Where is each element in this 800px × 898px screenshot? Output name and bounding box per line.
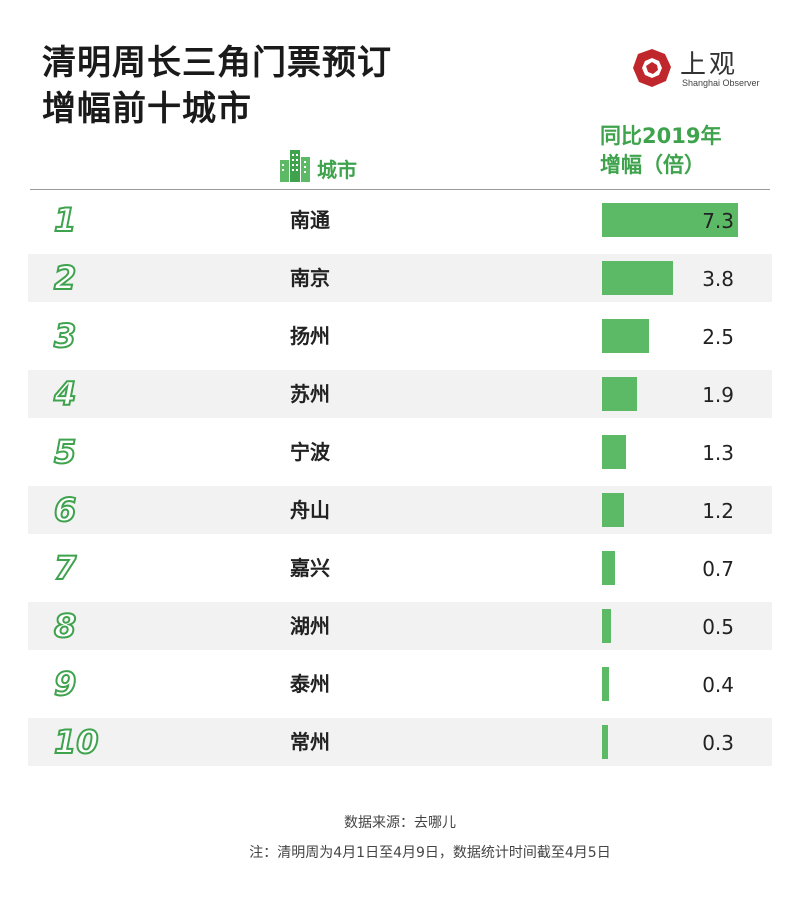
- buildings-icon: [280, 150, 310, 182]
- rank-number: 1: [53, 200, 77, 240]
- city-name: 舟山: [290, 498, 330, 522]
- table-row: 10 常州 0.3: [28, 718, 772, 766]
- city-name: 常州: [290, 730, 330, 754]
- rank-number: 8: [53, 606, 77, 646]
- table-row: 6 舟山 1.2: [28, 486, 772, 534]
- growth-bar: [602, 377, 638, 411]
- data-source: 数据来源：去哪儿: [344, 815, 456, 831]
- city-name: 嘉兴: [290, 556, 330, 580]
- rank-number: 4: [53, 374, 77, 414]
- growth-value-label: 0.3: [702, 731, 734, 755]
- growth-value-label: 7.3: [702, 209, 734, 233]
- ranking-table: 1 南通 7.3 2 南京 3.8 3 扬州 2.5 4 苏州 1.9 5 宁波 1.3 6 舟山 1.2 7 嘉兴 0…: [28, 196, 772, 776]
- value-column-header: 同比2019年 增幅（倍）: [600, 122, 721, 180]
- growth-value-label: 0.4: [702, 673, 734, 697]
- city-header-label: 城市: [317, 158, 357, 182]
- logo-chinese-text: 上观: [680, 50, 739, 80]
- growth-bar: [602, 725, 608, 759]
- value-header-line-1: 同比2019年: [600, 124, 722, 148]
- growth-value-label: 1.2: [702, 499, 734, 523]
- footnote: 注：清明周为4月1日至4月9日，数据统计时间截至4月5日: [249, 845, 611, 861]
- city-name: 宁波: [290, 440, 330, 464]
- page-title: 清明周长三角门票预订 增幅前十城市: [42, 40, 392, 132]
- table-row: 9 泰州 0.4: [28, 660, 772, 708]
- growth-value-label: 1.9: [702, 383, 734, 407]
- table-row: 3 扬州 2.5: [28, 312, 772, 360]
- rank-number: 2: [53, 258, 77, 298]
- growth-bar: [602, 319, 649, 353]
- city-name: 泰州: [290, 672, 330, 696]
- header-divider: [30, 189, 770, 190]
- table-row: 1 南通 7.3: [28, 196, 772, 244]
- growth-value-label: 1.3: [702, 441, 734, 465]
- growth-bar: [602, 551, 616, 585]
- table-row: 5 宁波 1.3: [28, 428, 772, 476]
- growth-bar: [602, 493, 625, 527]
- city-name: 苏州: [290, 382, 330, 406]
- growth-value-label: 0.7: [702, 557, 734, 581]
- city-name: 湖州: [290, 614, 330, 638]
- rank-number: 3: [53, 316, 77, 356]
- rank-number: 7: [53, 548, 77, 588]
- growth-value-label: 3.8: [702, 267, 734, 291]
- title-line-2: 增幅前十城市: [42, 89, 252, 129]
- rank-number: 10: [53, 722, 100, 762]
- table-row: 7 嘉兴 0.7: [28, 544, 772, 592]
- growth-value-label: 0.5: [702, 615, 734, 639]
- rank-number: 9: [53, 664, 77, 704]
- growth-bar: [602, 435, 627, 469]
- table-row: 2 南京 3.8: [28, 254, 772, 302]
- growth-bar: [602, 609, 612, 643]
- city-name: 南通: [290, 208, 330, 232]
- table-row: 4 苏州 1.9: [28, 370, 772, 418]
- rank-number: 6: [53, 490, 77, 530]
- city-name: 扬州: [290, 324, 330, 348]
- growth-bar: [602, 667, 610, 701]
- growth-bar: [602, 261, 673, 295]
- rank-number: 5: [53, 432, 77, 472]
- growth-bar: [602, 203, 738, 237]
- growth-value-label: 2.5: [702, 325, 734, 349]
- logo-english-text: Shanghai Observer: [682, 78, 760, 88]
- shanghai-observer-logo: 上观 Shanghai Observer: [632, 46, 762, 96]
- table-row: 8 湖州 0.5: [28, 602, 772, 650]
- value-header-line-2: 增幅（倍）: [600, 153, 705, 177]
- city-name: 南京: [290, 266, 330, 290]
- logo-mark-icon: [633, 49, 671, 87]
- title-line-1: 清明周长三角门票预订: [42, 43, 392, 83]
